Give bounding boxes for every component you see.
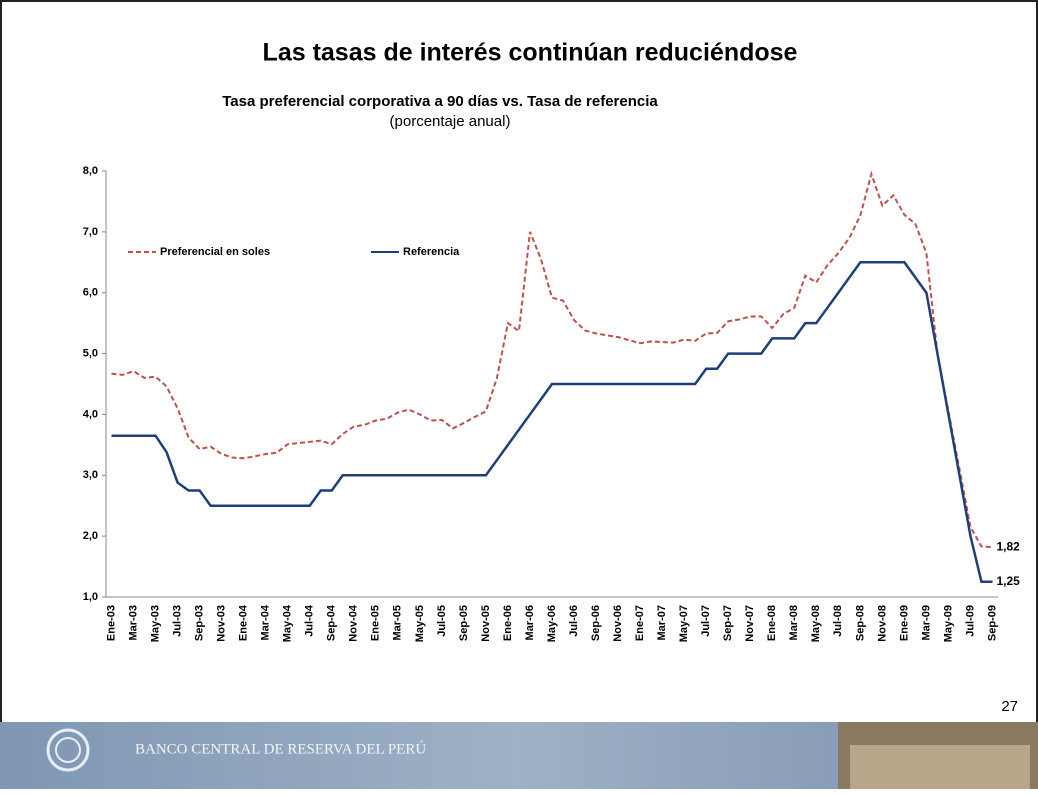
x-tick-label: Sep-07: [722, 605, 734, 641]
x-tick-label: Ene-08: [766, 605, 778, 641]
x-tick-label: Mar-03: [127, 605, 139, 640]
x-tick-label: Ene-07: [634, 605, 646, 641]
x-tick-label: Nov-06: [612, 605, 624, 642]
x-tick-label: Nov-05: [480, 605, 492, 642]
x-tick-label: Mar-06: [524, 605, 536, 640]
x-tick-label: Nov-04: [348, 604, 360, 642]
x-tick-label: Jul-09: [964, 605, 976, 637]
x-tick-label: Jul-08: [832, 605, 844, 637]
x-tick-label: May-06: [546, 605, 558, 642]
x-tick-label: Mar-09: [920, 605, 932, 640]
x-tick-label: Jul-06: [568, 605, 580, 637]
value-label: 1,82: [996, 539, 1020, 553]
x-tick-label: May-03: [149, 605, 161, 642]
y-tick-label: 6,0: [83, 287, 98, 299]
x-tick-label: Jul-05: [436, 605, 448, 637]
legend-label: Preferencial en soles: [160, 246, 270, 258]
x-tick-label: Mar-05: [392, 605, 404, 640]
x-tick-label: Ene-03: [105, 605, 117, 641]
x-tick-label: Nov-08: [876, 605, 888, 642]
x-tick-label: Sep-05: [458, 605, 470, 641]
x-tick-label: Sep-04: [326, 604, 338, 641]
chart-subtitle: (porcentaje anual): [390, 113, 511, 130]
x-tick-label: May-07: [678, 605, 690, 642]
x-tick-label: May-05: [414, 605, 426, 642]
x-tick-label: May-04: [282, 604, 294, 642]
page-number: 27: [1001, 698, 1018, 715]
y-tick-label: 3,0: [83, 469, 98, 481]
x-tick-label: Jul-07: [700, 605, 712, 637]
x-tick-label: Sep-09: [986, 605, 998, 641]
y-tick-label: 2,0: [83, 530, 98, 542]
x-tick-label: Ene-09: [898, 605, 910, 641]
y-tick-label: 1,0: [83, 591, 98, 603]
x-tick-label: Jul-04: [304, 604, 316, 637]
footer-text: BANCO CENTRAL DE RESERVA DEL PERÚ: [135, 740, 426, 757]
x-tick-label: May-09: [942, 605, 954, 642]
x-tick-label: Jul-03: [171, 605, 183, 637]
x-tick-label: Ene-05: [370, 605, 382, 641]
x-tick-label: Mar-08: [788, 605, 800, 640]
value-label: 1,25: [996, 574, 1020, 588]
y-tick-label: 4,0: [83, 408, 98, 420]
x-tick-label: Ene-04: [238, 604, 250, 641]
x-tick-label: Sep-08: [854, 605, 866, 641]
x-tick-label: Ene-06: [502, 605, 514, 641]
x-tick-label: Sep-03: [194, 605, 206, 641]
y-tick-label: 8,0: [83, 165, 98, 177]
legend-label: Referencia: [403, 246, 460, 258]
y-tick-label: 7,0: [83, 226, 98, 238]
x-tick-label: Mar-07: [656, 605, 668, 640]
chart-title: Tasa preferencial corporativa a 90 días …: [222, 93, 658, 110]
x-tick-label: Nov-07: [744, 605, 756, 642]
footer-photo-detail: [850, 745, 1030, 789]
x-tick-label: Nov-03: [216, 605, 228, 642]
y-tick-label: 5,0: [83, 347, 98, 359]
slide-frame: [1, 1, 1037, 788]
slide: Las tasas de interés continúan reduciénd…: [0, 0, 1038, 789]
x-tick-label: Mar-04: [260, 604, 272, 640]
slide-title: Las tasas de interés continúan reduciénd…: [263, 39, 798, 67]
x-tick-label: May-08: [810, 605, 822, 642]
x-tick-label: Sep-06: [590, 605, 602, 641]
